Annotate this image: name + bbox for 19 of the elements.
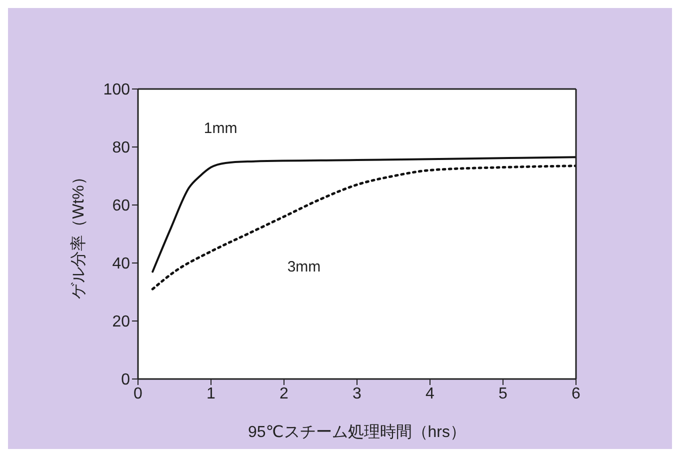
x-tick-label: 3 [352, 385, 362, 402]
text: 3mm [287, 258, 321, 276]
y-tick-label: 80 [112, 140, 130, 157]
y-tick-label: 40 [112, 256, 130, 273]
x-tick-label: 5 [498, 385, 508, 402]
line-series [151, 164, 576, 290]
y-tick-label: 20 [112, 314, 130, 331]
y-tick-label: 100 [103, 82, 130, 99]
y-tick-label: 60 [112, 198, 130, 215]
x-tick-label: 6 [572, 385, 581, 402]
series-label: 1mm [204, 120, 238, 137]
x-tick-label: 2 [280, 385, 289, 402]
x-tick-label: 1 [206, 385, 216, 402]
x-tick-label: 0 [134, 385, 143, 402]
x-tick-label: 4 [426, 385, 435, 402]
line-series [152, 156, 576, 273]
y-axis-title: ゲル分率（Wt%） [70, 169, 88, 299]
y-tick-label: 0 [121, 372, 130, 389]
x-axis-title: 95℃スチーム処理時間（hrs） [248, 423, 466, 441]
